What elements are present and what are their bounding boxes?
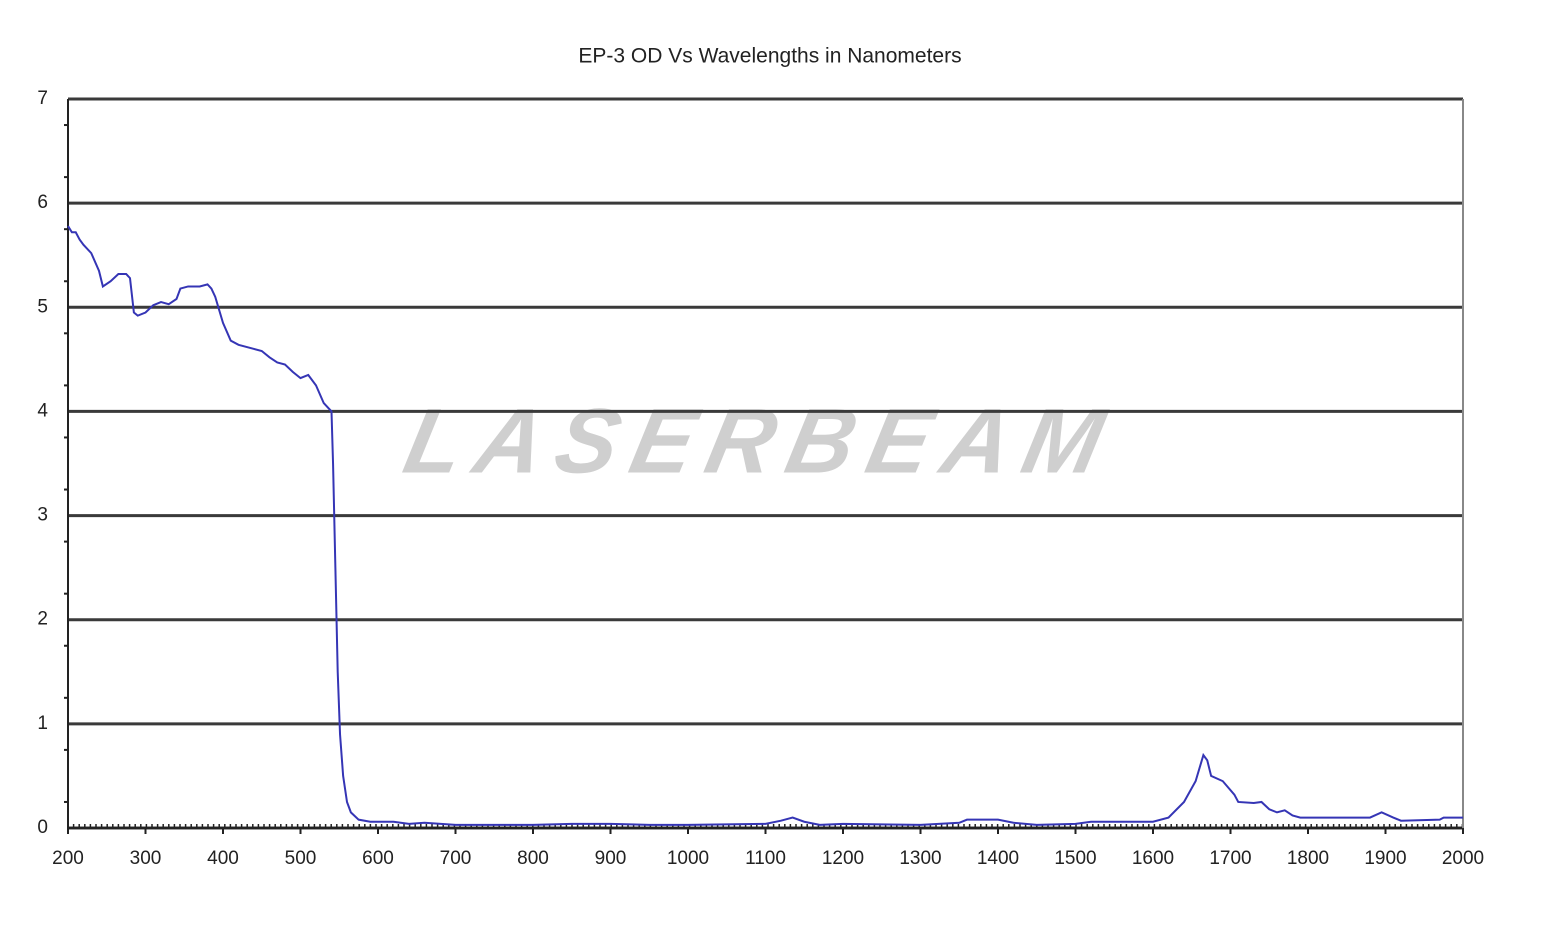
x-tick-label: 1600 [1132, 848, 1174, 869]
x-tick-label: 1400 [977, 848, 1019, 869]
x-tick-label: 900 [595, 848, 627, 869]
y-tick-label: 0 [37, 817, 48, 838]
x-tick-label: 700 [440, 848, 472, 869]
x-tick-label: 400 [207, 848, 239, 869]
x-tick-label: 1500 [1054, 848, 1096, 869]
x-tick-label: 500 [285, 848, 317, 869]
y-tick-label: 1 [37, 713, 48, 734]
watermark: LASERBEAM [396, 389, 1126, 492]
y-tick-label: 4 [37, 400, 48, 421]
x-tick-label: 600 [362, 848, 394, 869]
chart-title: EP-3 OD Vs Wavelengths in Nanometers [578, 45, 961, 68]
y-tick-label: 6 [37, 192, 48, 213]
x-tick-label: 1300 [899, 848, 941, 869]
x-tick-label: 1700 [1209, 848, 1251, 869]
y-tick-label: 7 [37, 88, 48, 109]
x-tick-label: 1800 [1287, 848, 1329, 869]
y-tick-label: 5 [37, 296, 48, 317]
data-line [67, 225, 1463, 826]
x-tick-label: 800 [517, 848, 549, 869]
x-tick-label: 1100 [745, 848, 786, 869]
x-tick-label: 200 [52, 848, 84, 869]
x-tick-label: 1000 [667, 848, 709, 869]
y-tick-label: 3 [37, 505, 48, 526]
x-tick-label: 1900 [1364, 848, 1406, 869]
y-tick-label: 2 [37, 609, 48, 630]
x-tick-label: 300 [130, 848, 162, 869]
x-tick-label: 1200 [822, 848, 864, 869]
x-tick-label: 2000 [1442, 848, 1484, 869]
